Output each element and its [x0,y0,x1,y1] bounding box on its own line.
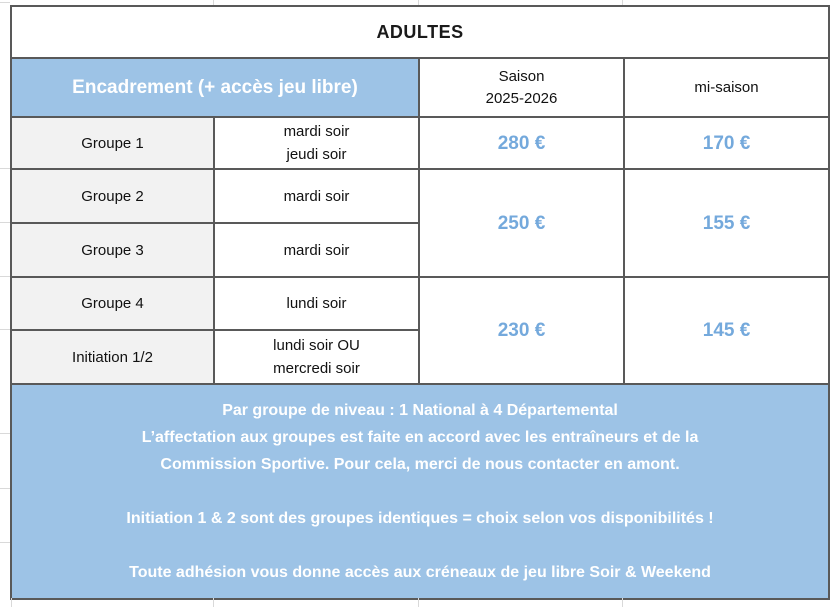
group-cell-groupe4: Groupe 4 [10,276,215,331]
gridline [0,168,10,169]
gridline [0,488,10,489]
column-header-season: Saison 2025-2026 [418,57,625,118]
column-header-mid-season: mi-saison [622,57,830,118]
footer-note: Par groupe de niveau : 1 National à 4 Dé… [9,383,830,600]
season-price-groupe4-init: 230 € [418,276,625,385]
group-cell-initiation: Initiation 1/2 [10,329,215,385]
mid-season-price-groupe4-init: 145 € [622,276,830,385]
schedule-cell-groupe3: mardi soir [213,222,420,278]
gridline [0,2,10,3]
gridline [418,0,419,5]
column-header-encadrement: Encadrement (+ accès jeu libre) [10,57,420,118]
schedule-cell-groupe4: lundi soir [213,276,420,331]
season-price-groupe2-3: 250 € [418,168,625,278]
gridline [0,542,10,543]
gridline [213,598,214,607]
group-cell-groupe2: Groupe 2 [10,168,215,224]
schedule-cell-groupe1: mardi soir jeudi soir [213,116,420,170]
mid-season-price-groupe2-3: 155 € [622,168,830,278]
table-title: ADULTES [9,5,830,59]
gridline [622,0,623,5]
gridline [11,598,12,607]
season-price-groupe1: 280 € [418,116,625,170]
gridline [0,433,10,434]
gridline [622,598,623,607]
schedule-cell-initiation: lundi soir OU mercredi soir [213,329,420,385]
group-cell-groupe1: Groupe 1 [10,116,215,170]
group-cell-groupe3: Groupe 3 [10,222,215,278]
schedule-cell-groupe2: mardi soir [213,168,420,224]
gridline [0,329,10,330]
gridline [0,222,10,223]
gridline [418,598,419,607]
gridline [213,0,214,5]
gridline [0,276,10,277]
mid-season-price-groupe1: 170 € [622,116,830,170]
adults-pricing-table: ADULTES Encadrement (+ accès jeu libre) … [9,5,830,600]
